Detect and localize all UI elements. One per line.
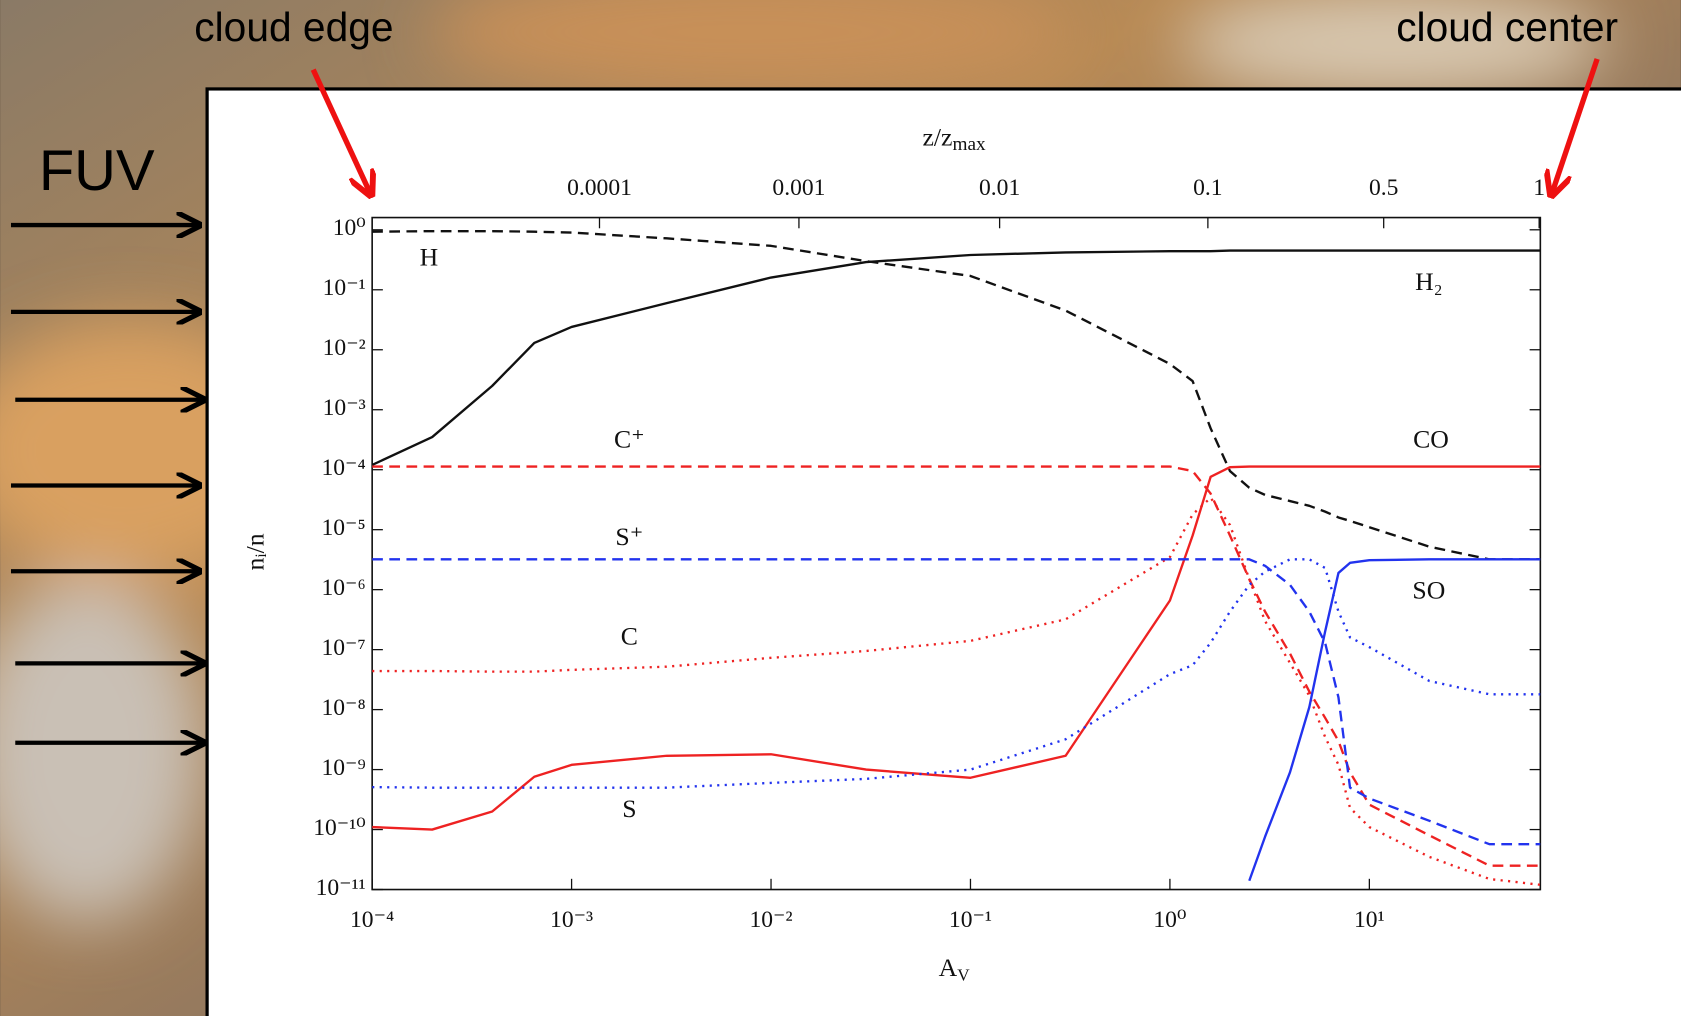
y-tick-label: 10⁻² bbox=[323, 335, 366, 361]
x2-tick-label: 0.5 bbox=[1369, 175, 1398, 201]
series-label: H bbox=[420, 242, 439, 271]
y-tick-label: 10⁻³ bbox=[323, 395, 366, 421]
flux-label: FUV bbox=[39, 139, 155, 203]
y-tick-label: 10⁰ bbox=[333, 215, 366, 241]
right-label: cloud center bbox=[1396, 4, 1618, 50]
series-label: H₂ bbox=[1415, 267, 1443, 296]
x2-tick-label: 1 bbox=[1533, 175, 1545, 201]
y-tick-label: 10⁻⁷ bbox=[322, 635, 366, 661]
series-label: C⁺ bbox=[614, 424, 645, 453]
series-label: S⁺ bbox=[615, 522, 643, 551]
y-tick-label: 10⁻⁶ bbox=[322, 575, 366, 601]
x2-tick-label: 0.1 bbox=[1193, 175, 1222, 201]
x-tick-label: 10⁰ bbox=[1153, 907, 1186, 933]
y-tick-label: 10⁻⁴ bbox=[322, 455, 366, 481]
page: {"slide": {"left_label": "cloud edge", "… bbox=[0, 0, 1681, 1016]
y-axis-label: nᵢ/n bbox=[240, 533, 269, 570]
x-tick-label: 10⁻³ bbox=[550, 907, 593, 933]
y-tick-label: 10⁻⁹ bbox=[322, 755, 366, 781]
y-tick-label: 10⁻¹¹ bbox=[316, 875, 366, 901]
series-label: SO bbox=[1412, 576, 1445, 605]
y-tick-label: 10⁻⁸ bbox=[322, 695, 366, 721]
y-tick-label: 10⁻¹⁰ bbox=[313, 815, 366, 841]
y-tick-label: 10⁻¹ bbox=[323, 275, 366, 301]
x-tick-label: 10⁻¹ bbox=[949, 907, 992, 933]
left-label: cloud edge bbox=[194, 4, 393, 50]
y-tick-label: 10⁻⁵ bbox=[322, 515, 366, 541]
x2-tick-label: 0.01 bbox=[979, 175, 1020, 201]
series-label: S bbox=[622, 794, 636, 823]
x-tick-label: 10⁻² bbox=[749, 907, 792, 933]
series-label: C bbox=[621, 622, 638, 651]
x2-tick-label: 0.001 bbox=[772, 175, 825, 201]
slide: cloud edge cloud center FUV z/zmax AV nᵢ… bbox=[0, 0, 1681, 1016]
x-tick-label: 10⁻⁴ bbox=[350, 907, 394, 933]
x2-tick-label: 0.0001 bbox=[567, 175, 632, 201]
series-label: CO bbox=[1413, 424, 1449, 453]
x-tick-label: 10¹ bbox=[1354, 907, 1385, 933]
